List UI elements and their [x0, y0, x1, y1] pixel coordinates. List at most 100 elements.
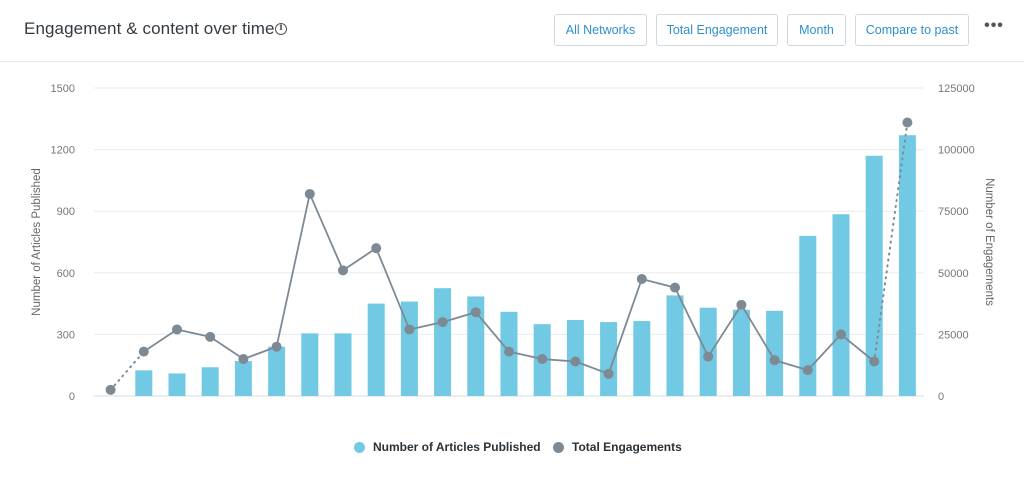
line-segment [740, 303, 776, 362]
period-select-button[interactable]: Month [787, 14, 846, 46]
line-point [172, 324, 182, 335]
line-point [404, 324, 415, 335]
left-tick-label: 600 [57, 268, 75, 280]
line-point [338, 265, 348, 276]
line-point [570, 356, 581, 367]
right-axis-ticks: 0 25000 50000 75000 100000 125000 [938, 83, 975, 403]
bar [666, 295, 684, 396]
line-segment [574, 360, 610, 375]
line-point [105, 384, 116, 395]
line-point [504, 346, 514, 357]
line-segment [474, 311, 510, 353]
line-point [138, 346, 149, 357]
line-point [205, 331, 216, 342]
line-point [869, 356, 880, 367]
legend-label-engagements: Total Engagements [572, 440, 682, 454]
left-tick-label: 300 [57, 329, 75, 341]
line-point [636, 273, 647, 284]
bar [633, 321, 651, 396]
line-segment [209, 335, 245, 360]
line-point [603, 368, 614, 379]
bar [434, 288, 452, 396]
line-segment [508, 350, 544, 360]
line-segment [607, 278, 643, 375]
line-point [703, 351, 714, 362]
line-segment [674, 286, 710, 358]
bar [732, 309, 750, 396]
line-segment [375, 247, 411, 331]
line-segment [640, 278, 676, 289]
bar [334, 333, 352, 396]
left-tick-label: 900 [57, 206, 75, 218]
line-segment [408, 321, 444, 331]
bar [234, 361, 252, 396]
bar [600, 322, 618, 396]
bar [865, 155, 883, 396]
legend-item-engagements[interactable]: Total Engagements [553, 437, 682, 457]
networks-filter-button[interactable]: All Networks [554, 14, 647, 46]
line-point [238, 354, 249, 365]
bar [832, 214, 850, 396]
legend-item-articles[interactable]: Number of Articles Published [354, 437, 541, 457]
bar [400, 301, 418, 396]
page-title: Engagement & content over time [24, 19, 275, 38]
right-axis-label: Number of Engagements [983, 178, 995, 306]
line-segment [275, 193, 311, 348]
left-tick-label: 1500 [51, 83, 75, 95]
line-point [736, 299, 747, 310]
more-horizontal-icon[interactable]: ••• [984, 17, 1004, 34]
bar [799, 235, 817, 396]
line-segment [308, 193, 344, 272]
info-circle-icon[interactable]: i [275, 23, 287, 35]
right-tick-label: 75000 [938, 206, 969, 218]
line-series [105, 117, 913, 395]
gridlines [94, 87, 924, 397]
line-point [437, 317, 448, 328]
line-segment [142, 328, 178, 353]
bar [268, 346, 286, 396]
line-segment [109, 350, 145, 391]
line-segment [773, 359, 809, 372]
line-segment [342, 247, 378, 272]
bar [766, 310, 784, 396]
line-point [371, 243, 382, 254]
bar-swatch-icon [354, 441, 365, 453]
line-point [470, 307, 481, 318]
left-tick-label: 0 [69, 391, 75, 403]
line-segment [840, 333, 876, 363]
line-swatch-icon [553, 441, 564, 453]
right-tick-label: 50000 [938, 268, 969, 280]
bar-series [135, 135, 916, 396]
bar [367, 303, 385, 396]
metric-select-button[interactable]: Total Engagement [656, 14, 778, 46]
line-segment [176, 328, 212, 338]
line-point [769, 355, 780, 366]
line-point [836, 329, 846, 340]
compare-to-past-button[interactable]: Compare to past [855, 14, 969, 46]
line-point [537, 354, 548, 365]
line-segment [441, 311, 477, 323]
legend-label-articles: Number of Articles Published [373, 440, 541, 454]
line-segment [707, 303, 743, 358]
line-point [902, 117, 913, 128]
right-tick-label: 100000 [938, 145, 975, 157]
bar [301, 333, 319, 396]
line-segment [806, 333, 842, 372]
left-axis-ticks: 0 300 600 900 1200 1500 [51, 83, 75, 403]
line-segment [541, 358, 577, 363]
left-tick-label: 1200 [51, 145, 75, 157]
line-point [304, 188, 315, 199]
bar [898, 135, 916, 396]
bar [135, 370, 153, 396]
line-point [802, 365, 813, 376]
chart-canvas: 0 300 600 900 1200 1500 0 25000 50000 75000 10000… [31, 83, 995, 403]
left-axis-label: Number of Articles Published [31, 168, 43, 316]
right-tick-label: 125000 [938, 83, 975, 95]
bar [201, 367, 219, 396]
chart-header: Engagement & content over time i All Net… [0, 0, 1024, 62]
line-segment [242, 345, 278, 360]
line-segment [873, 121, 909, 363]
line-point [670, 282, 680, 293]
bar [467, 296, 485, 396]
right-tick-label: 25000 [938, 329, 969, 341]
